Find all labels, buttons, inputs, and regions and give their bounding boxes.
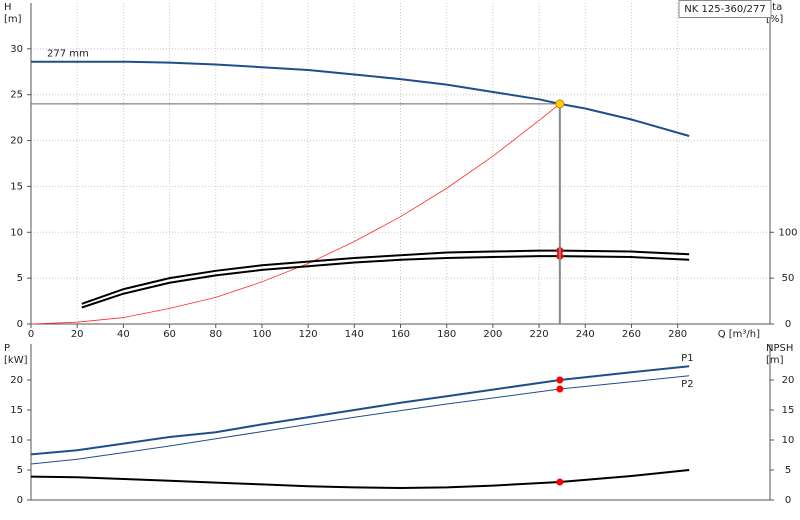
y-tick-label: 5 [17,273,23,284]
y-tick-label: 0 [17,319,23,330]
x-tick-label: 0 [28,329,34,340]
series-line [30,103,561,325]
series-line [30,469,690,490]
series-label: 277 mm [47,49,89,60]
chart-title: NK 125-360/277 [684,4,765,15]
series-line [81,249,690,305]
y2-tick-label: 100 [778,227,797,238]
series-line [31,60,690,137]
x-tick-label: 220 [530,329,549,340]
y2-axis-label: NPSH [766,343,793,354]
y2-tick-label: 0 [785,495,791,506]
y-tick-label: 20 [10,136,23,147]
y2-tick-label: 50 [782,273,795,284]
x-tick-label: 140 [345,329,364,340]
series-line [30,365,690,456]
x-tick-label: 200 [483,329,502,340]
y-tick-label: 10 [10,227,23,238]
y2-axis-label: [m] [766,355,784,366]
x-tick-label: 120 [299,329,318,340]
x-axis-label: Q [m³/h] [718,329,760,340]
operating-marker [556,385,564,393]
y-tick-label: 5 [17,465,23,476]
x-tick-label: 280 [668,329,687,340]
y-axis-label: [m] [4,14,22,25]
y-tick-label: 0 [17,495,23,506]
x-tick-label: 100 [252,329,271,340]
x-tick-label: 260 [622,329,641,340]
y-tick-label: 15 [10,405,23,416]
y-tick-label: 15 [10,181,23,192]
y-tick-label: 25 [10,90,23,101]
x-tick-label: 60 [163,329,176,340]
x-tick-label: 240 [576,329,595,340]
y2-axis-label: eta [766,2,782,13]
series-label: P2 [681,379,693,390]
x-tick-label: 80 [209,329,222,340]
series-line [81,255,690,309]
y-tick-label: 30 [10,44,23,55]
y2-tick-label: 20 [782,375,795,386]
x-tick-label: 160 [391,329,410,340]
y-axis-label: [kW] [4,355,28,366]
title-box [678,0,772,18]
series-label: P1 [681,353,693,364]
x-tick-label: 20 [71,329,84,340]
y2-tick-label: 5 [785,465,791,476]
y2-axis-label: [%] [766,14,783,25]
y-tick-label: 10 [10,435,23,446]
y2-tick-label: 15 [782,405,795,416]
y2-tick-label: 0 [785,319,791,330]
operating-marker [556,478,564,486]
operating-point [555,99,565,109]
y-axis-label: H [4,2,12,13]
y-tick-label: 20 [10,375,23,386]
x-tick-label: 40 [117,329,130,340]
y-axis-label: P [4,343,10,354]
y2-tick-label: 10 [782,435,795,446]
operating-marker [556,376,564,384]
series-line [30,375,690,465]
x-tick-label: 180 [437,329,456,340]
